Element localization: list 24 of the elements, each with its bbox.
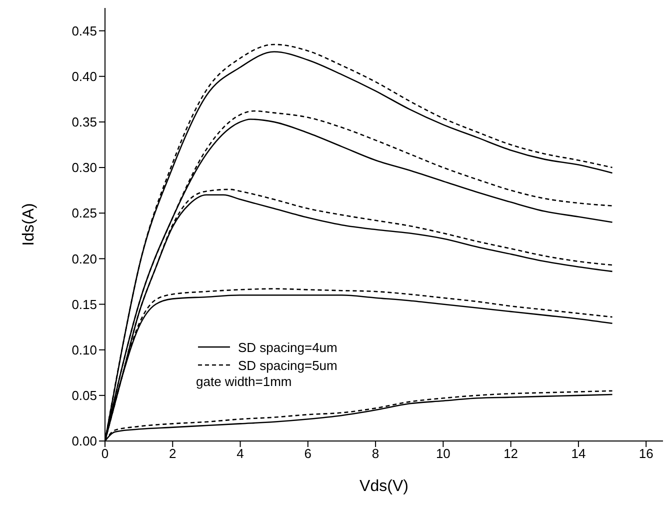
y-tick-label: 0.25	[72, 206, 97, 221]
y-tick-label: 0.30	[72, 160, 97, 176]
y-tick-label: 0.10	[72, 342, 97, 358]
x-tick-label: 12	[504, 446, 518, 462]
y-tick-label: 0.45	[72, 23, 97, 38]
x-tick-label: 16	[638, 446, 654, 462]
x-tick-label: 2	[169, 446, 176, 462]
x-tick-label: 14	[571, 446, 586, 462]
y-tick-label: 0.05	[72, 388, 97, 404]
x-axis-title: Vds(V)	[360, 478, 408, 495]
y-tick-label: 0.00	[72, 434, 97, 449]
annotation: gate width=1mm	[196, 374, 293, 391]
x-tick-label: 4	[236, 446, 244, 462]
y-tick-label: 0.40	[72, 68, 97, 84]
y-tick-label: 0.20	[72, 251, 97, 266]
legend-label: SD spacing=4um	[238, 340, 338, 354]
legend-label: SD spacing=5um	[238, 358, 338, 372]
x-tick-label: 10	[436, 446, 450, 462]
y-tick-label: 0.15	[72, 296, 97, 312]
x-tick-label: 0	[101, 446, 109, 462]
x-tick-label: 8	[372, 446, 380, 462]
y-tick-label: 0.35	[72, 114, 97, 130]
x-tick-label: 6	[304, 446, 312, 462]
y-axis-title: Ids(A)	[20, 203, 38, 246]
